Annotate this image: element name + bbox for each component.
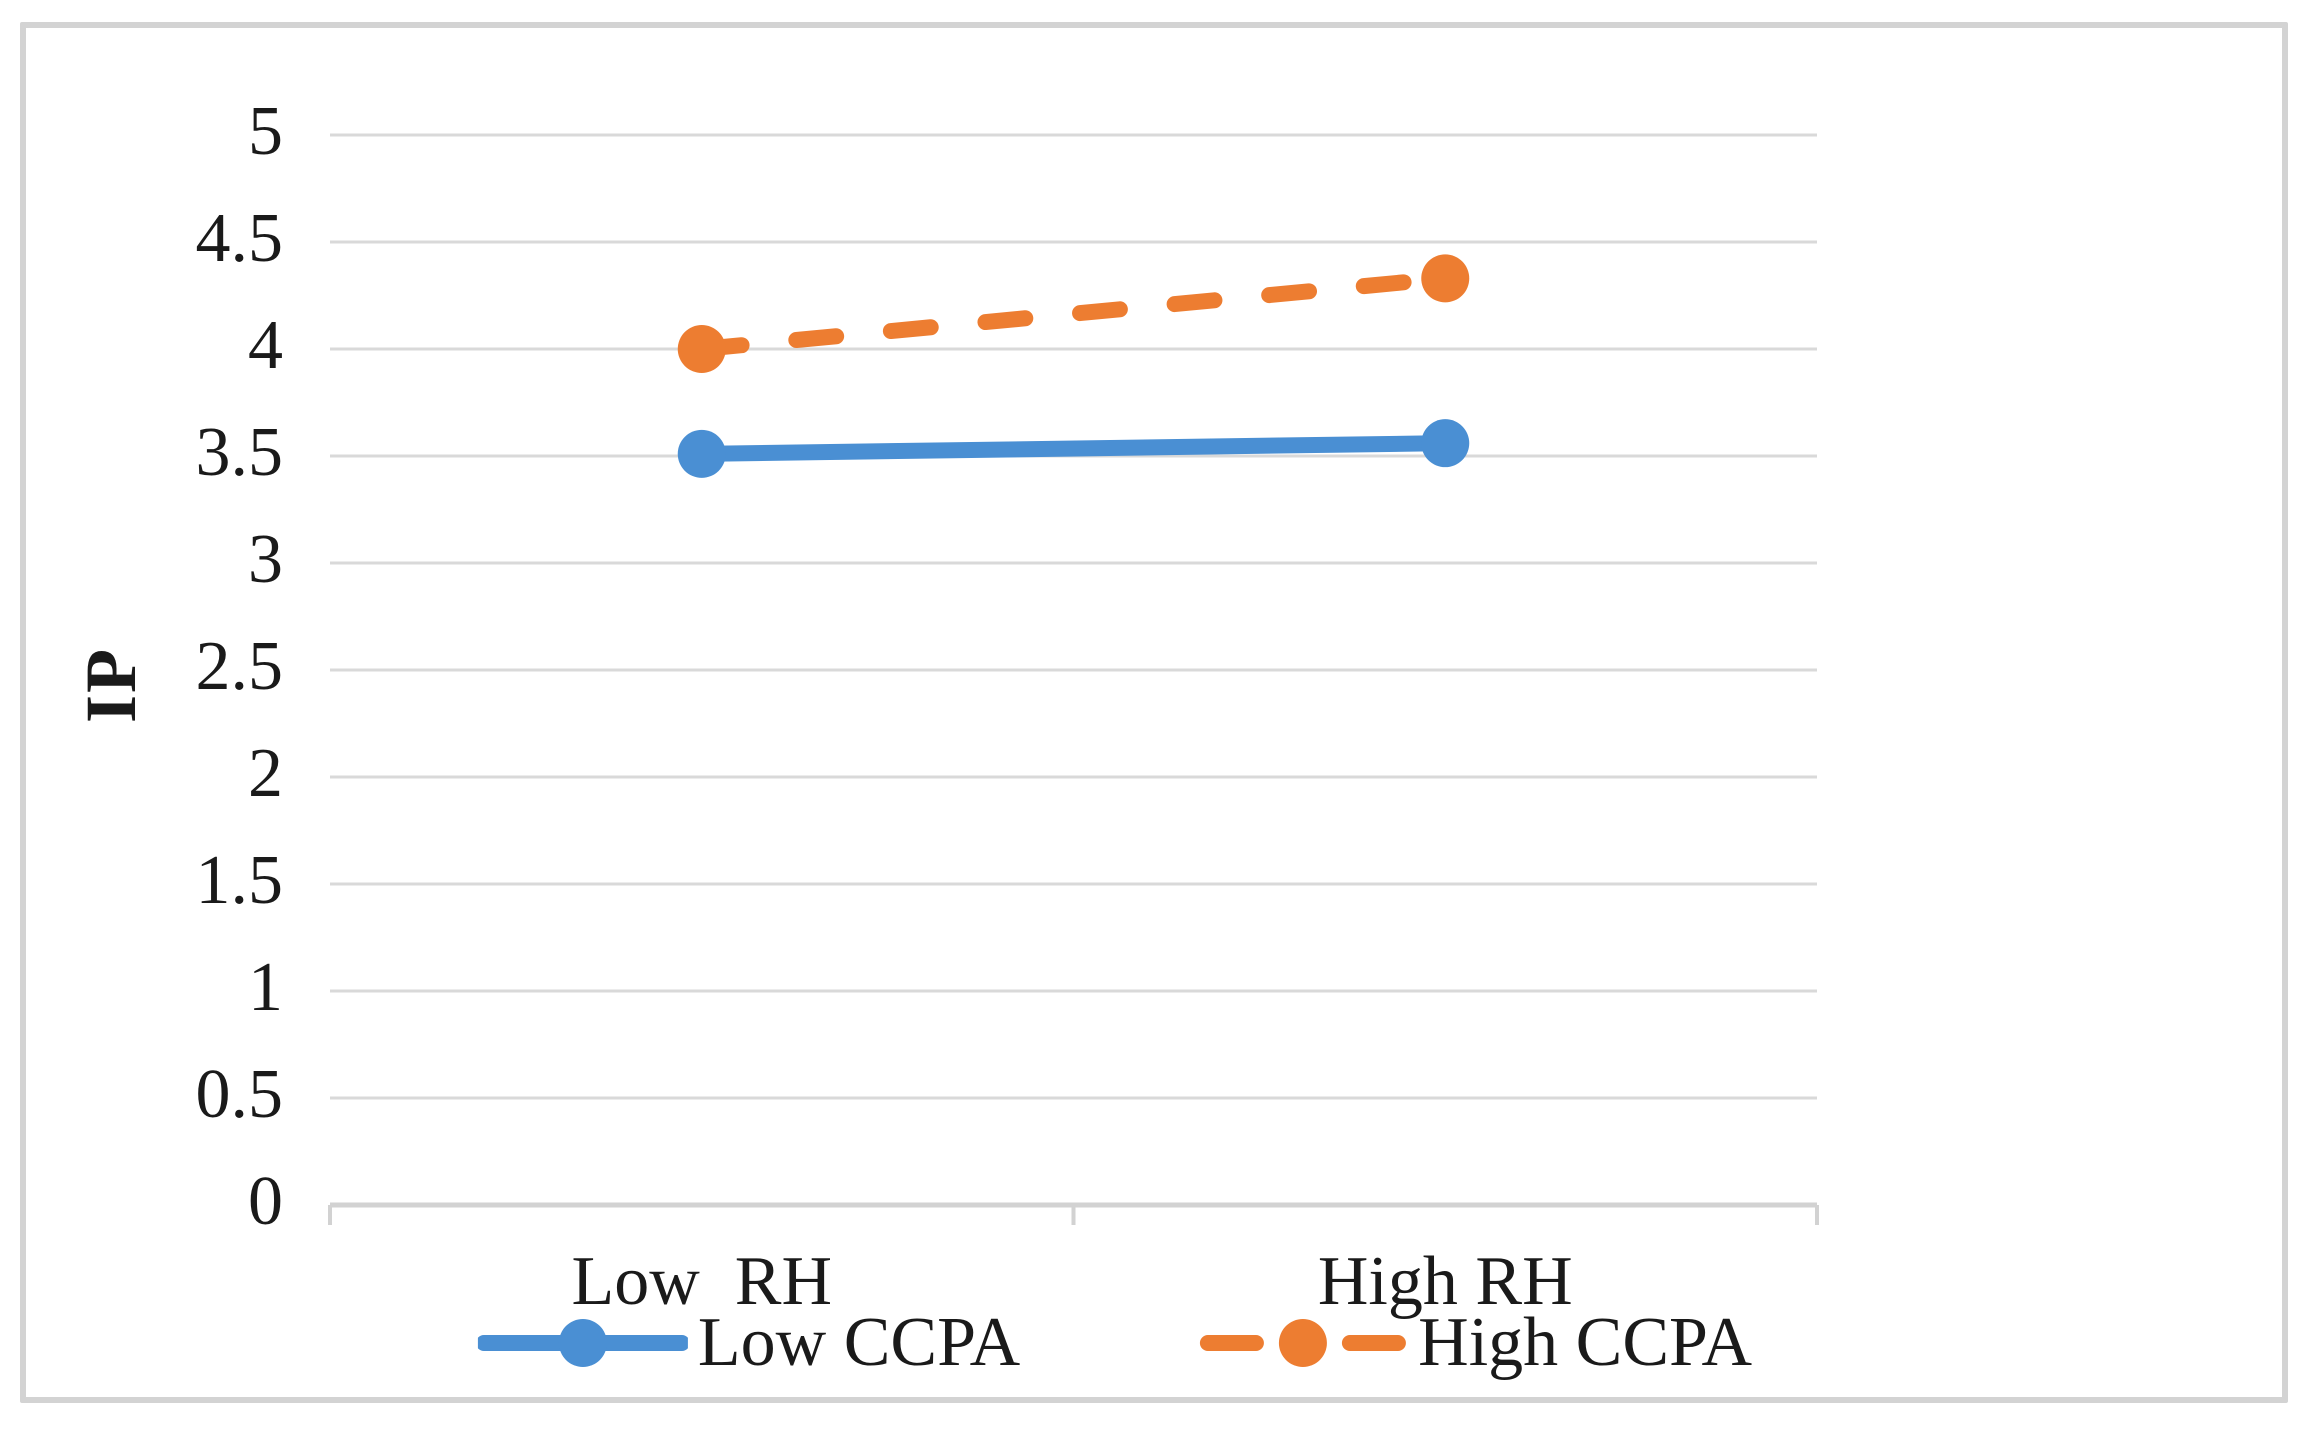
- y-tick-label: 0.5: [195, 1056, 284, 1134]
- y-tick-label: 2.5: [195, 628, 284, 706]
- legend-label-low-ccpa: Low CCPA: [697, 1304, 1021, 1381]
- y-tick-label: 4.5: [195, 200, 284, 278]
- data-point-marker: [677, 429, 726, 478]
- data-point-marker: [677, 325, 726, 373]
- legend-entry-low-ccpa: Low CCPA: [477, 1304, 1021, 1381]
- series-line-low-ccpa: [693, 435, 1454, 462]
- y-tick-label: 5: [248, 93, 283, 171]
- y-tick-label: 1.5: [195, 842, 284, 920]
- series-line-high-ccpa: [693, 270, 1454, 357]
- x-category-label-low-rh: Low RH: [571, 1243, 833, 1320]
- legend-marker-sample: [1279, 1319, 1328, 1367]
- data-point-marker: [1421, 254, 1470, 303]
- legend-sample-high-ccpa-icon: [1200, 1319, 1407, 1367]
- data-point-marker: [1421, 419, 1470, 468]
- x-category-label-high-rh: High RH: [1317, 1243, 1573, 1320]
- y-tick-label: 0: [248, 1163, 283, 1241]
- y-tick-label: 3.5: [195, 414, 284, 492]
- y-tick-label: 4: [248, 307, 283, 385]
- legend-entry-high-ccpa: High CCPA: [1198, 1308, 1752, 1378]
- legend-sample-low-ccpa-icon: [477, 1319, 688, 1367]
- figure-border: [20, 22, 2288, 1403]
- legend-label-high-ccpa: High CCPA: [1418, 1304, 1753, 1381]
- legend-marker-sample: [558, 1319, 607, 1367]
- y-tick-label: 2: [248, 735, 283, 813]
- y-axis-title: IP: [71, 647, 151, 723]
- y-tick-label: 1: [248, 949, 283, 1027]
- y-tick-label: 3: [248, 521, 283, 599]
- legend: Low CCPA High CCPA: [477, 1304, 1752, 1381]
